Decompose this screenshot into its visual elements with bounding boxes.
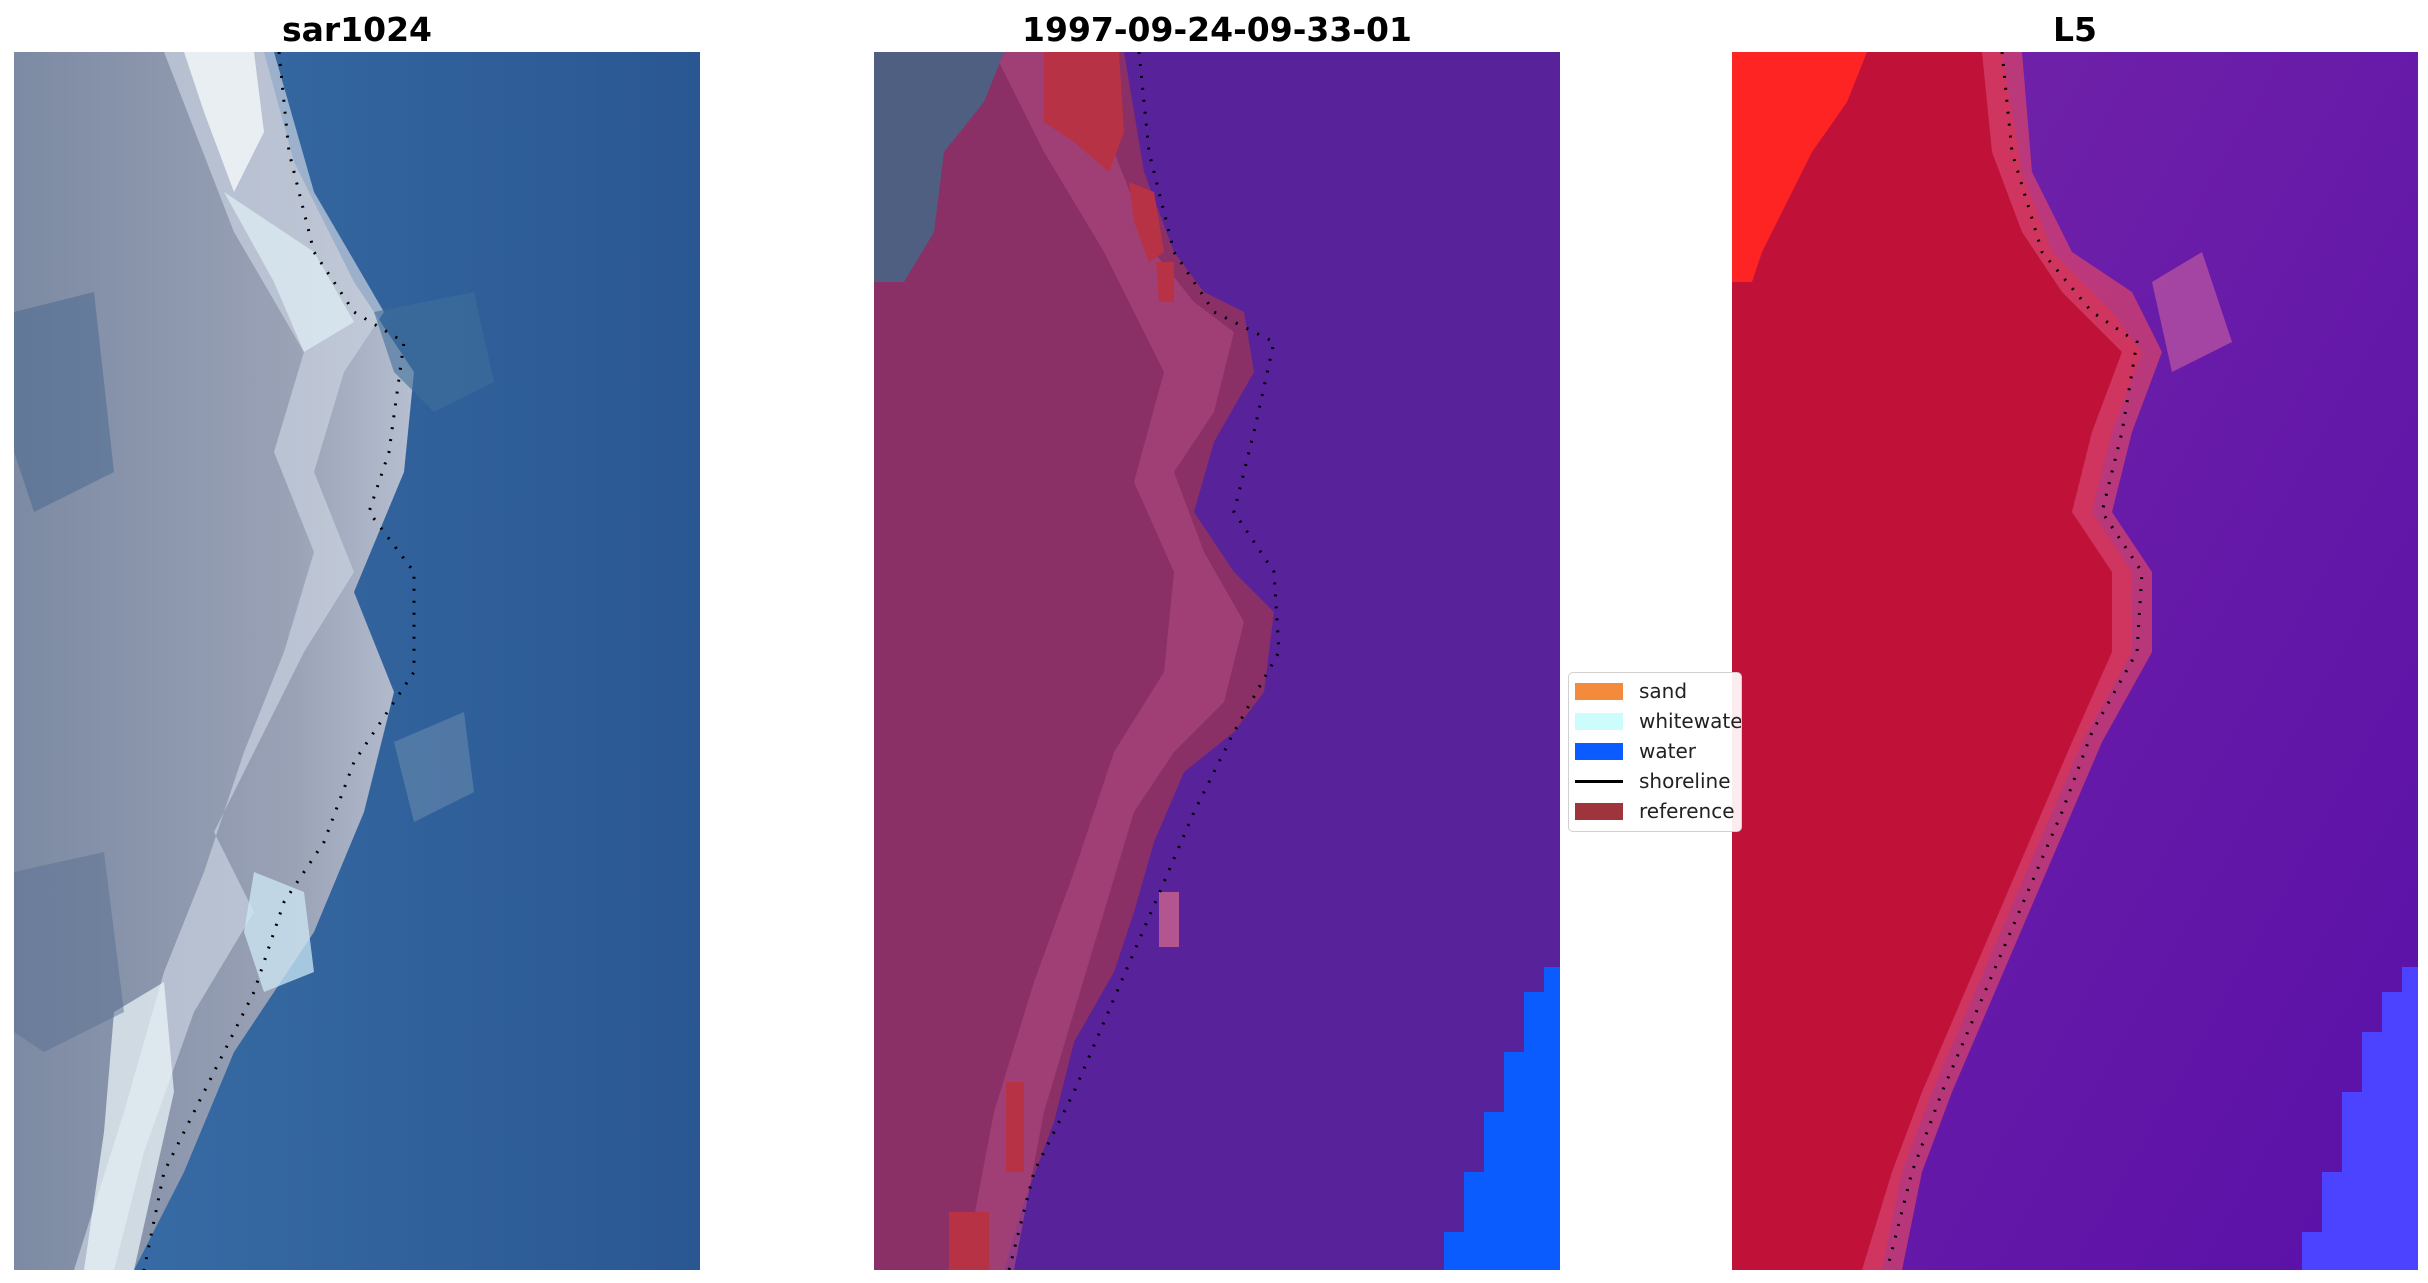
legend-item-sand: sand <box>1575 677 1687 705</box>
legend-label: shoreline <box>1639 769 1731 793</box>
probability-image <box>1732 52 2418 1270</box>
legend-label: sand <box>1639 679 1688 703</box>
panel-title-classification: 1997-09-24-09-33-01 <box>1022 10 1412 49</box>
classification-image <box>874 52 1560 1270</box>
legend-label: water <box>1639 739 1696 763</box>
reference-swatch <box>1575 802 1623 820</box>
shoreline-line-swatch <box>1575 779 1623 783</box>
panel-title-probability: L5 <box>2053 10 2097 49</box>
legend-item-reference: reference <box>1575 797 1735 825</box>
legend: sand whitewater water shoreline referenc… <box>1568 672 1742 832</box>
legend-item-water: water <box>1575 737 1696 765</box>
legend-label: reference <box>1639 799 1735 823</box>
sand-swatch <box>1575 682 1623 700</box>
water-swatch <box>1575 742 1623 760</box>
probability-panel <box>1732 52 2418 1270</box>
rgb-image <box>14 52 700 1270</box>
legend-item-shoreline: shoreline <box>1575 767 1731 795</box>
whitewater-swatch <box>1575 712 1623 730</box>
legend-item-whitewater: whitewater <box>1575 707 1742 735</box>
panel-title-rgb: sar1024 <box>281 10 433 49</box>
rgb-image-panel <box>14 52 700 1270</box>
legend-label: whitewater <box>1639 709 1742 733</box>
classification-panel <box>874 52 1560 1270</box>
